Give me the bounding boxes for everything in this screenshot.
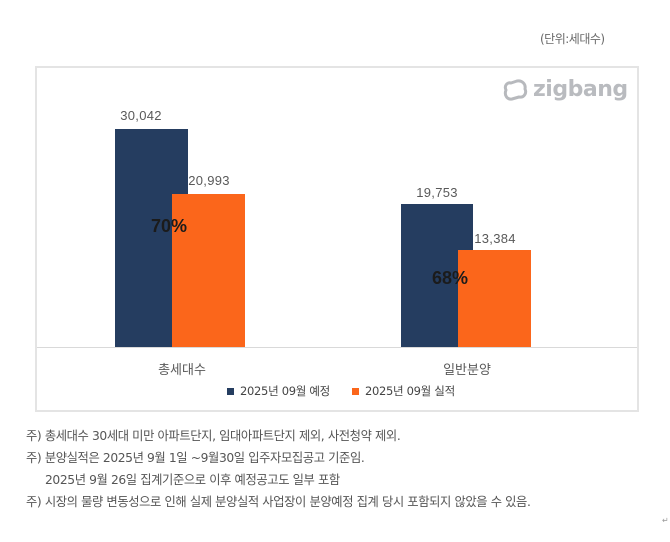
- chart-legend: 2025년 09월 예정 2025년 09월 실적: [227, 383, 455, 399]
- chart-frame: zigbang 30,042 20,993 70% 총세대수 19,753 13…: [35, 66, 639, 412]
- legend-item-actual: 2025년 09월 실적: [351, 383, 455, 399]
- unit-label: (단위:세대수): [540, 32, 605, 46]
- footnote: 주) 시장의 물량 변동성으로 인해 실제 분양실적 사업장이 분양예정 집계 …: [26, 495, 531, 509]
- footnote-continuation: 2025년 9월 26일 집계기준으로 이후 예정공고도 일부 포함: [45, 473, 340, 487]
- legend-label: 2025년 09월 실적: [364, 384, 455, 398]
- ratio-label: 68%: [432, 268, 469, 288]
- footnotes: 주) 총세대수 30세대 미만 아파트단지, 임대아파트단지 제외, 사전청약 …: [26, 425, 531, 513]
- planned-value-label: 30,042: [120, 108, 162, 123]
- bar-actual-total: [172, 194, 245, 347]
- logo-text: zigbang: [533, 77, 628, 102]
- planned-value-label: 19,753: [416, 185, 458, 200]
- paragraph-mark-icon: ↵: [662, 516, 669, 525]
- zigbang-logo: zigbang: [501, 77, 628, 102]
- legend-swatch-icon: [227, 387, 234, 395]
- category-label: 총세대수: [158, 363, 206, 378]
- legend-item-planned: 2025년 09월 예정: [227, 383, 330, 399]
- actual-value-label: 13,384: [474, 231, 516, 246]
- zigbang-house-icon: [503, 78, 528, 101]
- legend-label: 2025년 09월 예정: [240, 384, 330, 398]
- x-axis-line: [37, 347, 637, 348]
- category-label: 일반분양: [443, 363, 491, 378]
- ratio-label: 70%: [151, 216, 188, 236]
- actual-value-label: 20,993: [188, 173, 230, 188]
- footnote: 주) 분양실적은 2025년 9월 1일 ~9월30일 입주자모집공고 기준임.: [26, 451, 365, 465]
- legend-swatch-icon: [351, 387, 359, 395]
- footnote: 주) 총세대수 30세대 미만 아파트단지, 임대아파트단지 제외, 사전청약 …: [26, 429, 401, 443]
- bar-chart: 30,042 20,993 70% 총세대수 19,753 13,384 68%…: [37, 68, 637, 410]
- bar-actual-general: [458, 250, 531, 347]
